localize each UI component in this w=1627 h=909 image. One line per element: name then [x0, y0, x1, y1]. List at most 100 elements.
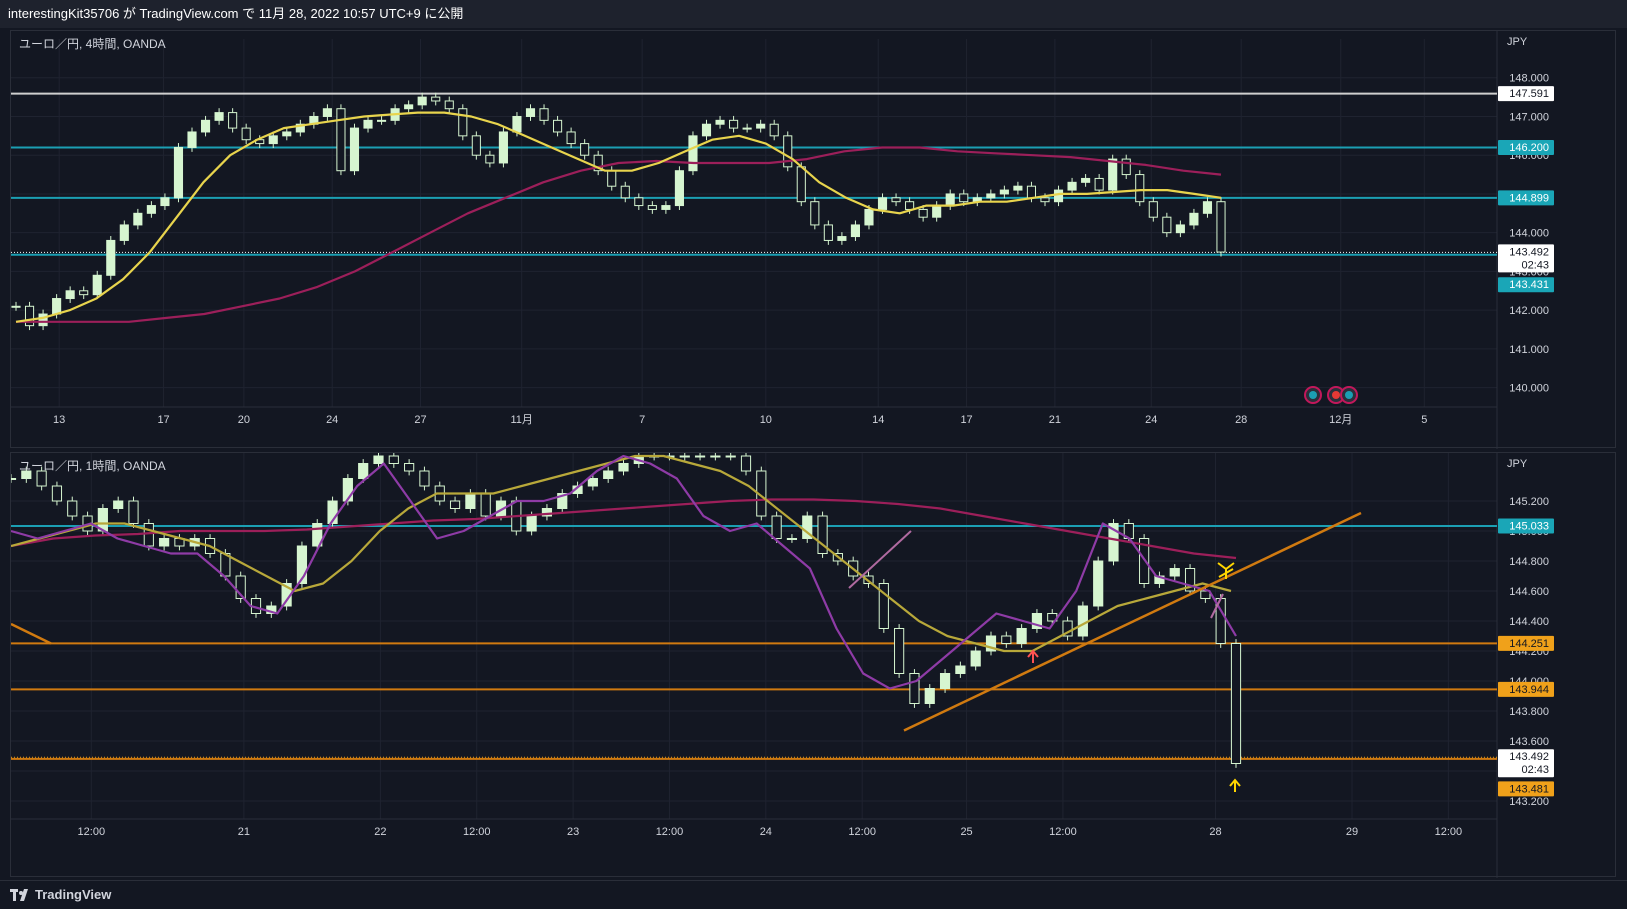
price-axis-label: 145.033 [1509, 521, 1549, 533]
candle-body [67, 500, 78, 517]
currency-label: JPY [1507, 458, 1528, 470]
candle-body [1184, 568, 1196, 592]
candle-body [618, 463, 629, 472]
candle-body [1162, 216, 1172, 234]
price-axis-label-bg [1498, 277, 1554, 293]
candle-body [417, 96, 427, 106]
time-tick-label: 5 [1421, 414, 1427, 426]
candle-body [894, 628, 905, 674]
candle-body [603, 470, 614, 479]
candle-body [79, 290, 89, 296]
calendar-event-dot-icon [1332, 391, 1340, 399]
candle-body [187, 131, 197, 148]
ema-slow-line [11, 498, 1237, 560]
candle-body [725, 455, 736, 458]
candle-body [580, 143, 590, 156]
candle-body [146, 205, 156, 214]
candle-body [449, 500, 461, 509]
candle-body [679, 455, 690, 458]
chart-pane-4h[interactable]: 148.000147.000146.000145.000144.000143.0… [10, 30, 1617, 449]
chart-canvas-4h[interactable]: 148.000147.000146.000145.000144.000143.0… [11, 31, 1617, 449]
price-axis-label-bg [1498, 681, 1554, 697]
countdown-label: 02:43 [1521, 259, 1549, 271]
time-tick-label: 28 [1235, 414, 1247, 426]
candle-body [620, 185, 630, 199]
candle-body [1175, 224, 1185, 234]
candle-body [295, 123, 305, 133]
candle-body [924, 688, 935, 704]
candle-body [465, 493, 476, 509]
candle-body [1230, 643, 1242, 764]
time-tick-label: 7 [639, 414, 645, 426]
publish-header: interestingKit35706 が TradingView.com で … [0, 0, 1627, 28]
candle-body [214, 112, 224, 121]
price-axis-label: 147.591 [1509, 88, 1549, 100]
time-tick-label: 12:00 [78, 826, 106, 838]
candle-body [1200, 590, 1211, 599]
candle-body [419, 470, 430, 487]
time-tick-label: 17 [157, 414, 169, 426]
candle-body [444, 100, 454, 110]
up-arrow-icon [1229, 778, 1241, 787]
trend-line[interactable] [1210, 593, 1224, 619]
price-tick-label: 143.600 [1509, 736, 1549, 748]
candle-body [1081, 177, 1091, 183]
candle-body [701, 123, 712, 137]
price-tick-label: 140.000 [1509, 383, 1549, 395]
candle-body [1067, 181, 1077, 191]
candle-body [905, 201, 915, 210]
price-tick-label: 143.800 [1509, 706, 1549, 718]
price-axis-label-bg [1498, 635, 1554, 651]
candle-body [1013, 185, 1023, 191]
trend-line[interactable] [848, 530, 912, 589]
time-tick-label: 14 [872, 414, 884, 426]
footer-brand[interactable]: TradingView [35, 887, 112, 902]
price-axis-label-bg [1498, 190, 1554, 206]
time-tick-label: 12:00 [1435, 826, 1463, 838]
candle-body [525, 108, 536, 117]
candle-body [200, 119, 211, 133]
candle-body [377, 119, 387, 122]
tradingview-logo-icon[interactable] [10, 889, 32, 901]
price-axis-label: 143.481 [1509, 783, 1549, 795]
candle-body [296, 545, 308, 584]
price-axis-label: 143.492 [1509, 751, 1549, 763]
time-tick-label: 12:00 [463, 826, 491, 838]
candle-body [349, 127, 360, 172]
candle-body [810, 201, 820, 226]
price-axis-label: 143.944 [1509, 684, 1549, 696]
candle-body [358, 463, 369, 479]
candle-body [932, 205, 942, 218]
candle-body [1202, 201, 1213, 214]
chart-pane-1h[interactable]: 145.200145.000144.800144.600144.400144.2… [10, 452, 1617, 878]
candle-body [783, 135, 793, 168]
time-tick-label: 27 [414, 414, 426, 426]
candle-body [512, 115, 522, 133]
candle-body [471, 135, 481, 156]
trend-line[interactable] [903, 511, 1362, 732]
candle-body [694, 455, 706, 458]
candle-body [539, 108, 549, 121]
candle-body [786, 538, 798, 540]
candle-body [36, 470, 47, 487]
candle-body [742, 127, 752, 130]
candle-body [955, 665, 966, 674]
candle-body [999, 189, 1009, 195]
price-axis-label-bg [1498, 518, 1554, 534]
candle-body [878, 583, 889, 629]
candle-body [485, 154, 495, 164]
candle-body [647, 205, 657, 210]
candle-body [143, 523, 154, 547]
time-tick-label: 20 [238, 414, 250, 426]
time-tick-label: 29 [1346, 826, 1358, 838]
candle-body [113, 500, 124, 509]
candle-body [1001, 635, 1012, 644]
candle-body [498, 131, 508, 164]
candle-body [322, 108, 332, 117]
time-tick-label: 12:00 [656, 826, 684, 838]
candle-body [769, 123, 779, 137]
trend-line[interactable] [11, 622, 52, 645]
candle-body [891, 197, 901, 203]
candle-body [1062, 620, 1073, 637]
chart-canvas-1h[interactable]: 145.200145.000144.800144.600144.400144.2… [11, 453, 1617, 878]
